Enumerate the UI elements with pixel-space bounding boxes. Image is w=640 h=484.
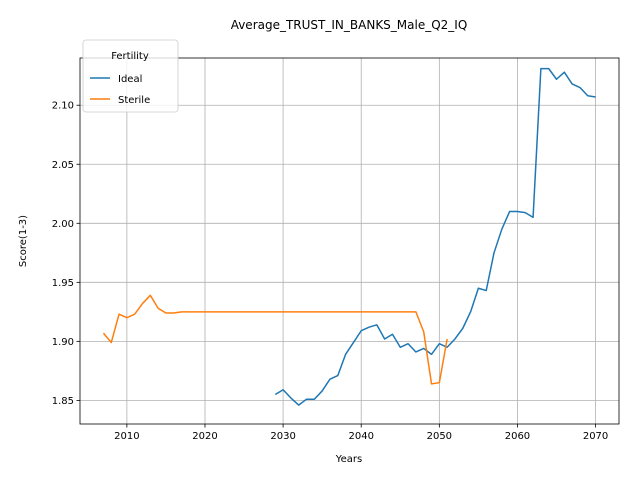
y-tick-label: 1.95 (52, 278, 74, 289)
y-tick-label: 2.00 (52, 219, 74, 230)
series-lines (102, 67, 596, 406)
legend-title: Fertility (111, 51, 149, 62)
x-tick-label: 2050 (427, 431, 452, 442)
plot-area-frame (79, 57, 620, 425)
legend-box (82, 39, 179, 113)
y-tick-label: 2.05 (52, 160, 74, 171)
x-axis-ticks: 2010 2020 2030 2040 2050 2060 2070 (114, 424, 608, 442)
legend-label-sterile: Sterile (118, 95, 150, 106)
legend: Fertility Ideal Sterile (82, 39, 179, 113)
y-tick-label: 1.90 (52, 337, 74, 348)
y-tick-label: 2.10 (52, 101, 74, 112)
x-tick-label: 2070 (583, 431, 608, 442)
y-axis-label: Score(1-3) (18, 215, 29, 267)
chart-title: Average_TRUST_IN_BANKS_Male_Q2_IQ (231, 18, 468, 32)
x-tick-label: 2060 (505, 431, 530, 442)
legend-label-ideal: Ideal (118, 74, 142, 85)
x-axis-label: Years (335, 454, 362, 465)
grid-lines (80, 58, 619, 424)
y-tick-label: 1.85 (52, 396, 74, 407)
series-line-sterile (102, 294, 448, 385)
x-tick-label: 2040 (348, 431, 373, 442)
y-axis-ticks: 1.85 1.90 1.95 2.00 2.05 2.10 (52, 101, 80, 407)
series-line-ideal (274, 67, 596, 406)
x-tick-label: 2020 (192, 431, 217, 442)
x-tick-label: 2030 (270, 431, 295, 442)
x-tick-label: 2010 (114, 431, 139, 442)
